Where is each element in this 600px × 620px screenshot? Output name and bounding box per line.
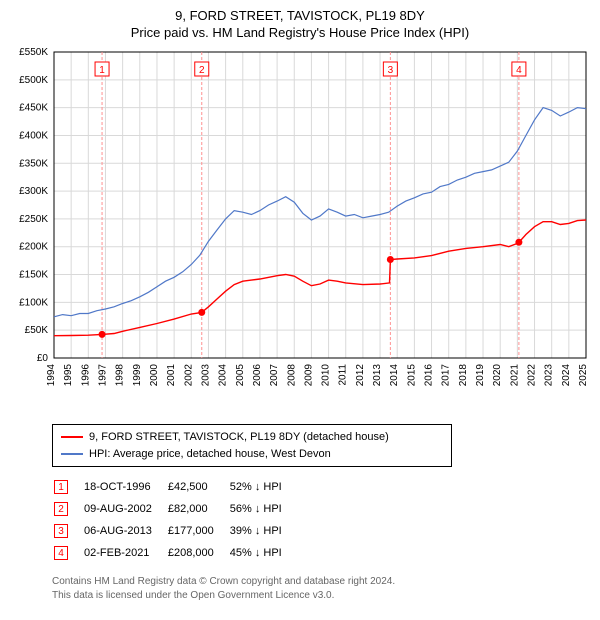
tx-marker-cell: 1	[54, 477, 82, 497]
svg-text:1999: 1999	[132, 364, 143, 387]
svg-text:£500K: £500K	[19, 75, 48, 86]
svg-text:2: 2	[199, 65, 205, 76]
svg-text:2025: 2025	[578, 364, 589, 387]
svg-text:2019: 2019	[475, 364, 486, 387]
svg-text:£100K: £100K	[19, 297, 48, 308]
chart: £0 £50K £100K £150K £200K £250K £300K £350K £400…	[10, 48, 590, 418]
table-row: 3 06-AUG-2013£177,00039% ↓ HPI	[54, 521, 296, 541]
tx-delta: 52% ↓ HPI	[230, 477, 296, 497]
svg-text:2014: 2014	[389, 364, 400, 387]
svg-text:2016: 2016	[424, 364, 435, 387]
svg-text:2005: 2005	[235, 364, 246, 387]
tx-price: £177,000	[168, 521, 228, 541]
legend-label-hpi: HPI: Average price, detached house, West…	[89, 446, 331, 463]
tx-delta: 45% ↓ HPI	[230, 543, 296, 563]
svg-text:2012: 2012	[355, 364, 366, 387]
attribution-footer: Contains HM Land Registry data © Crown c…	[52, 575, 590, 603]
chart-title-block: 9, FORD STREET, TAVISTOCK, PL19 8DY Pric…	[10, 8, 590, 40]
svg-text:2024: 2024	[561, 364, 572, 387]
svg-text:2023: 2023	[544, 364, 555, 387]
chart-svg: £0 £50K £100K £150K £200K £250K £300K £350K £400…	[10, 48, 590, 418]
tx-price: £82,000	[168, 499, 228, 519]
svg-text:2021: 2021	[509, 364, 520, 387]
svg-text:£150K: £150K	[19, 270, 48, 281]
footer-line1: Contains HM Land Registry data © Crown c…	[52, 575, 590, 589]
legend: 9, FORD STREET, TAVISTOCK, PL19 8DY (det…	[52, 424, 452, 467]
svg-text:1: 1	[99, 65, 105, 76]
svg-text:1996: 1996	[80, 364, 91, 387]
tx-delta: 39% ↓ HPI	[230, 521, 296, 541]
svg-text:2007: 2007	[269, 364, 280, 387]
tx-marker-cell: 2	[54, 499, 82, 519]
chart-title: 9, FORD STREET, TAVISTOCK, PL19 8DY	[10, 8, 590, 23]
svg-text:£400K: £400K	[19, 130, 48, 141]
legend-label-property: 9, FORD STREET, TAVISTOCK, PL19 8DY (det…	[89, 429, 389, 446]
svg-text:2009: 2009	[303, 364, 314, 387]
table-row: 2 09-AUG-2002£82,00056% ↓ HPI	[54, 499, 296, 519]
svg-text:4: 4	[516, 65, 522, 76]
table-row: 4 02-FEB-2021£208,00045% ↓ HPI	[54, 543, 296, 563]
tx-marker: 2	[54, 502, 68, 516]
transaction-table: 1 18-OCT-1996£42,50052% ↓ HPI 2 09-AUG-2002…	[52, 475, 298, 565]
svg-text:2002: 2002	[183, 364, 194, 387]
svg-text:£200K: £200K	[19, 242, 48, 253]
svg-text:£550K: £550K	[19, 48, 48, 58]
svg-text:2008: 2008	[286, 364, 297, 387]
svg-text:1995: 1995	[63, 364, 74, 387]
svg-text:2013: 2013	[372, 364, 383, 387]
svg-text:£450K: £450K	[19, 103, 48, 114]
svg-text:£50K: £50K	[25, 325, 49, 336]
svg-text:1998: 1998	[115, 364, 126, 387]
svg-text:2001: 2001	[166, 364, 177, 387]
svg-text:2000: 2000	[149, 364, 160, 387]
legend-swatch-hpi	[61, 453, 83, 455]
legend-row-property: 9, FORD STREET, TAVISTOCK, PL19 8DY (det…	[61, 429, 443, 446]
svg-text:2011: 2011	[338, 364, 349, 386]
svg-text:2010: 2010	[321, 364, 332, 387]
tx-marker: 1	[54, 480, 68, 494]
svg-text:£300K: £300K	[19, 186, 48, 197]
table-row: 1 18-OCT-1996£42,50052% ↓ HPI	[54, 477, 296, 497]
tx-date: 18-OCT-1996	[84, 477, 166, 497]
footer-line2: This data is licensed under the Open Gov…	[52, 589, 590, 603]
tx-price: £208,000	[168, 543, 228, 563]
tx-date: 06-AUG-2013	[84, 521, 166, 541]
svg-text:2004: 2004	[218, 364, 229, 387]
legend-row-hpi: HPI: Average price, detached house, West…	[61, 446, 443, 463]
svg-text:2003: 2003	[200, 364, 211, 387]
svg-text:2022: 2022	[527, 364, 538, 387]
tx-marker-cell: 4	[54, 543, 82, 563]
svg-text:2017: 2017	[441, 364, 452, 387]
tx-price: £42,500	[168, 477, 228, 497]
svg-text:1997: 1997	[97, 364, 108, 387]
tx-delta: 56% ↓ HPI	[230, 499, 296, 519]
tx-marker-cell: 3	[54, 521, 82, 541]
svg-text:1994: 1994	[46, 364, 57, 387]
svg-text:2015: 2015	[406, 364, 417, 387]
tx-marker: 3	[54, 524, 68, 538]
tx-date: 09-AUG-2002	[84, 499, 166, 519]
tx-date: 02-FEB-2021	[84, 543, 166, 563]
legend-swatch-property	[61, 436, 83, 438]
svg-text:£350K: £350K	[19, 158, 48, 169]
svg-text:£0: £0	[37, 353, 49, 364]
chart-subtitle: Price paid vs. HM Land Registry's House …	[10, 25, 590, 40]
svg-text:3: 3	[388, 65, 394, 76]
svg-text:2018: 2018	[458, 364, 469, 387]
svg-text:£250K: £250K	[19, 214, 48, 225]
svg-text:2006: 2006	[252, 364, 263, 387]
svg-text:2020: 2020	[492, 364, 503, 387]
tx-marker: 4	[54, 546, 68, 560]
